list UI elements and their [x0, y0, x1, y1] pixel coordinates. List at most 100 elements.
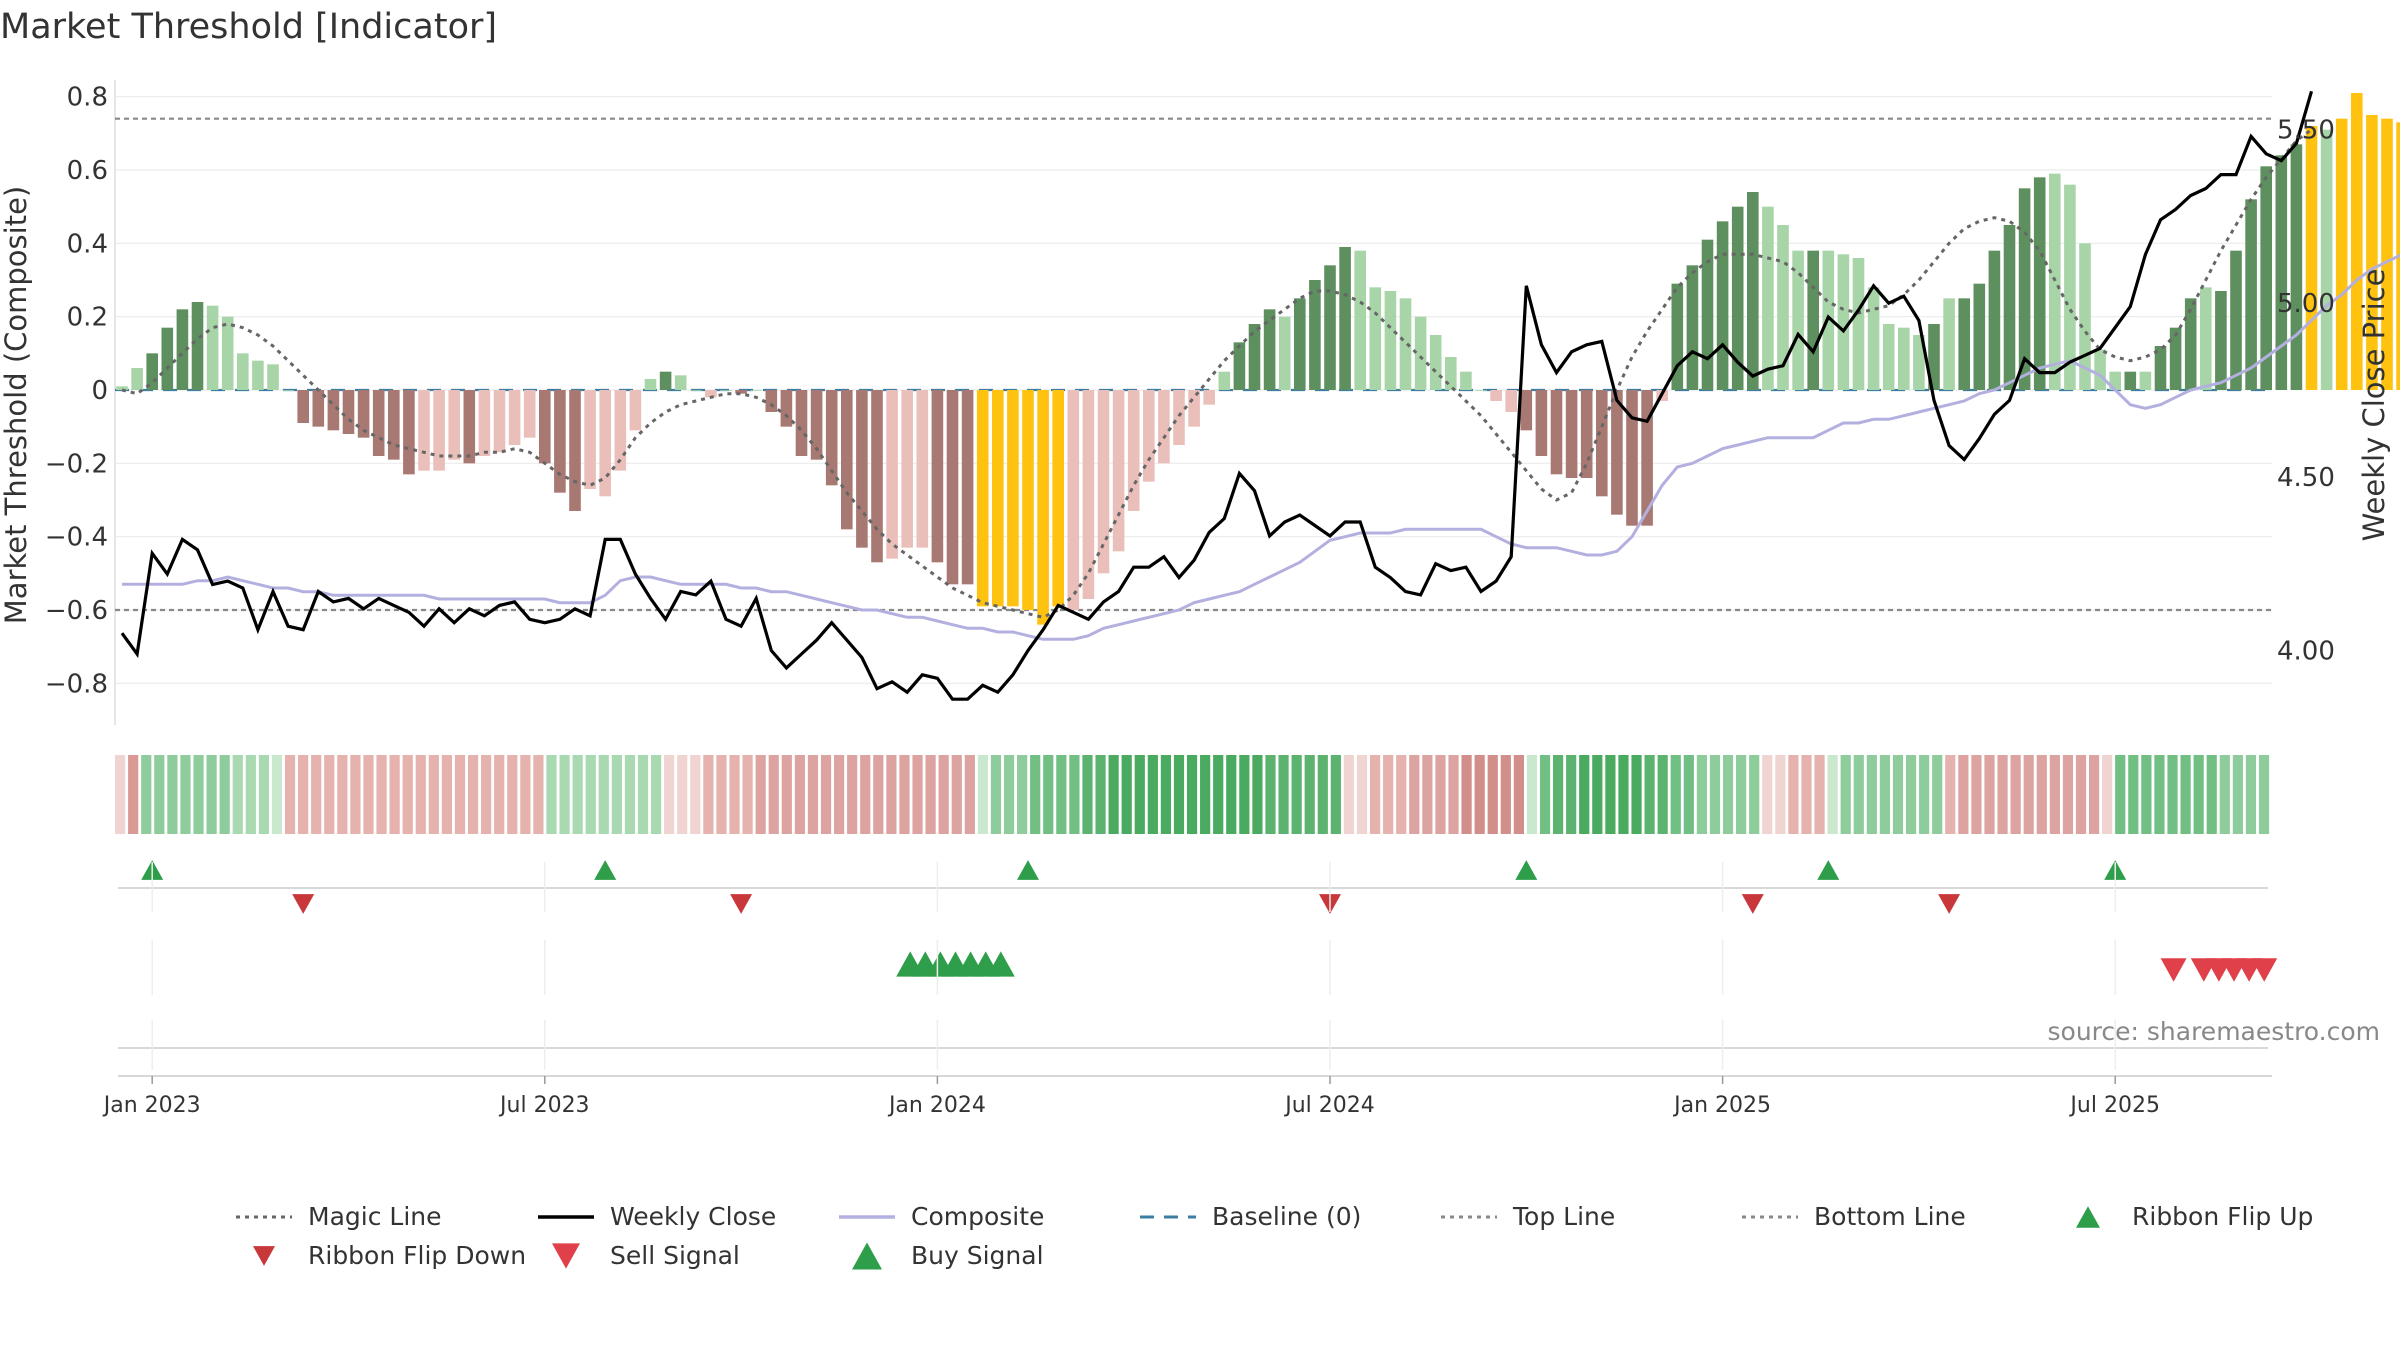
histogram-bar — [116, 386, 128, 390]
histogram-bar — [2064, 184, 2076, 390]
histogram-bar — [2033, 177, 2046, 390]
histogram-bar — [976, 390, 989, 607]
ribbon-cell — [363, 755, 374, 834]
ribbon-flip-up-marker — [1817, 860, 1840, 880]
histogram-bar — [1218, 371, 1231, 390]
composite-line — [122, 253, 2400, 641]
ribbon-cell — [1853, 755, 1864, 834]
ribbon-cell — [951, 755, 962, 834]
histogram-bar — [312, 390, 325, 427]
y-tick-label: 0 — [91, 376, 108, 406]
ribbon-cell — [546, 755, 557, 834]
histogram-bar — [690, 390, 702, 391]
ribbon-cell — [1553, 755, 1564, 834]
ribbon-cell — [1539, 755, 1551, 834]
histogram-bar — [418, 390, 430, 471]
magic-line — [121, 128, 2313, 619]
ribbon-cell — [1631, 755, 1642, 834]
histogram-bar — [1988, 250, 2001, 390]
y-tick-label: −0.8 — [45, 669, 108, 699]
histogram-bar — [1127, 390, 1140, 511]
histogram-bar — [1294, 298, 1306, 390]
legend-label: Baseline (0) — [1212, 1202, 1361, 1231]
ribbon-cell — [1958, 755, 1969, 834]
ribbon-cell — [1147, 755, 1158, 834]
histogram-bar — [1686, 265, 1699, 390]
ribbon-cell — [337, 755, 348, 834]
ribbon-cell — [193, 755, 204, 834]
ribbon-cell — [873, 755, 884, 834]
histogram-bar — [1852, 258, 1865, 390]
histogram-bar — [750, 390, 762, 391]
histogram-bar — [1022, 390, 1034, 610]
histogram-bar — [191, 302, 204, 390]
x-tick-label: Jan 2025 — [1672, 1093, 1771, 1118]
legend: Magic Line Weekly Close Composite Baseline … — [236, 1202, 2313, 1270]
ribbon-cell — [820, 755, 832, 834]
ribbon-cell — [2141, 755, 2152, 834]
ribbon-cell — [298, 755, 309, 834]
histogram-bar — [433, 390, 445, 471]
legend-item: Magic Line — [236, 1202, 442, 1231]
ribbon-cell — [572, 755, 583, 834]
ribbon-flip-up-marker — [1515, 860, 1538, 880]
ribbon-cell — [2258, 755, 2270, 834]
histogram-bar — [2049, 173, 2061, 390]
histogram-bar — [1943, 298, 1955, 390]
y-tick-label: −0.2 — [45, 449, 108, 479]
ribbon-cell — [1526, 755, 1538, 834]
ribbon-cell — [2088, 755, 2100, 834]
x-axis: Jan 2023 Jul 2023 Jan 2024 Jul 2024 Jan 2025… — [102, 862, 2160, 1118]
histogram-bar — [1278, 316, 1291, 390]
ribbon-cell — [350, 755, 361, 834]
ribbon-cell — [428, 755, 439, 834]
ribbon-cell — [1461, 755, 1472, 834]
histogram-bar — [1354, 250, 1366, 390]
histogram-bar — [584, 390, 596, 489]
ribbon-cell — [1186, 755, 1198, 834]
legend-item: Sell Signal — [552, 1241, 740, 1270]
ribbon-flip-down-marker — [1741, 894, 1764, 914]
histogram-bar — [1143, 390, 1155, 482]
histogram-bar — [1263, 309, 1276, 390]
ribbon-cell — [1069, 755, 1080, 834]
histogram-bar — [1052, 390, 1064, 607]
ribbon-cell — [1330, 755, 1341, 834]
ribbon-flip-down-marker — [730, 894, 753, 914]
histogram-bar — [2109, 371, 2121, 390]
ribbon-cell — [1017, 755, 1028, 834]
histogram-bar — [1716, 221, 1729, 390]
histogram-bar — [931, 390, 944, 563]
ribbon-cell — [559, 755, 570, 834]
histogram-bar — [1037, 390, 1049, 625]
histogram-bar — [2320, 129, 2333, 390]
ribbon-cell — [389, 755, 400, 834]
histogram-bar — [2169, 327, 2182, 390]
legend-swatch — [253, 1246, 275, 1266]
histogram-bar — [1475, 390, 1487, 391]
histogram-bar — [916, 390, 929, 548]
ribbon-cell — [1657, 755, 1668, 834]
ribbon-cell — [1971, 755, 1982, 834]
histogram-bar — [327, 390, 340, 431]
ribbon-cell — [794, 755, 805, 834]
y-axis-left: 0.8 0.6 0.4 0.2 0 −0.2 −0.4 −0.6 −0.8 — [45, 83, 108, 700]
legend-label: Sell Signal — [610, 1241, 740, 1270]
ribbon-cell — [585, 755, 596, 834]
histogram-bar — [1898, 327, 1910, 390]
legend-item: Baseline (0) — [1140, 1202, 1361, 1231]
ribbon-cell — [1304, 755, 1315, 834]
ribbon-cell — [1984, 755, 1995, 834]
histogram-bar — [2018, 188, 2031, 390]
y2-tick-label: 4.50 — [2277, 463, 2335, 493]
ribbon-cell — [284, 755, 296, 834]
ribbon-cell — [1487, 755, 1498, 834]
ribbon-cell — [2049, 755, 2060, 834]
histogram-bar — [1837, 254, 1850, 390]
ribbon-cell — [650, 755, 662, 834]
ribbon-cell — [1879, 755, 1891, 834]
ribbon-cell — [1474, 755, 1485, 834]
ribbon-cell — [977, 755, 988, 834]
ribbon-cell — [2167, 755, 2178, 834]
